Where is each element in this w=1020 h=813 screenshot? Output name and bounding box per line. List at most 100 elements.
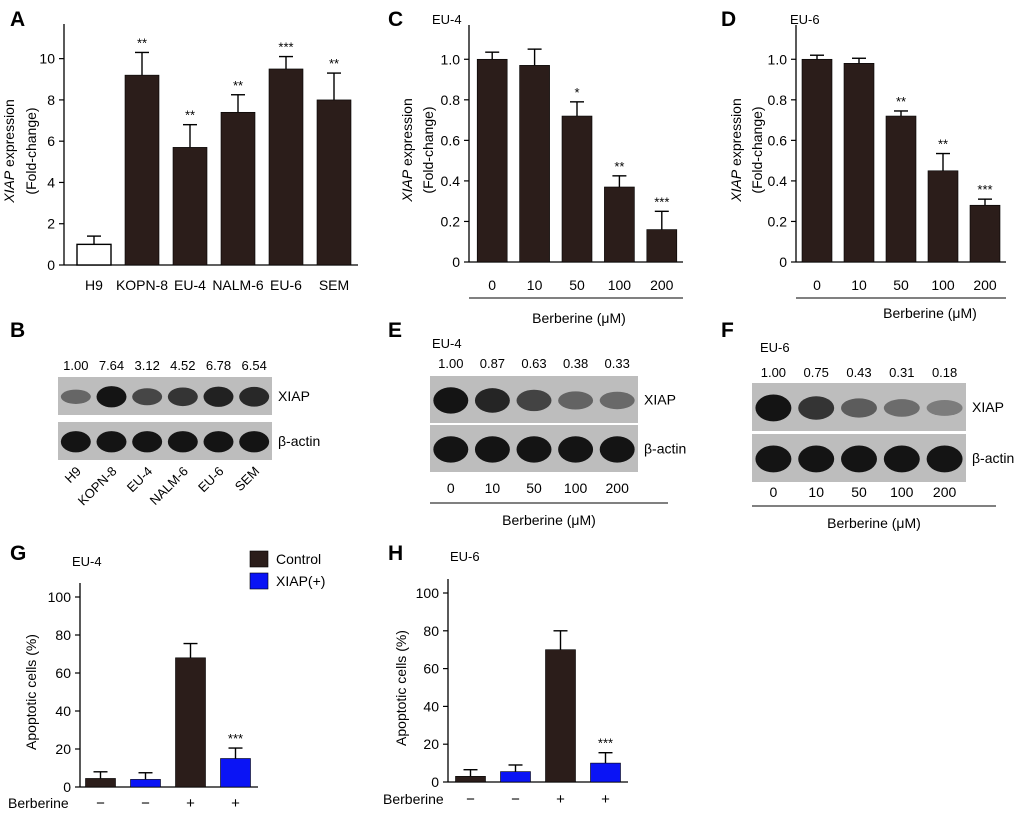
- panel-f-xlabel: Berberine (μM): [827, 515, 921, 531]
- panel-e-band-1-2: [516, 436, 552, 463]
- panel-c-ytick-label-3: 0.6: [441, 132, 461, 148]
- panel-f-lane-label-0: 0: [770, 484, 778, 500]
- panel-a-ytick-label-3: 6: [47, 133, 55, 149]
- panel-d-significance-4: ***: [977, 182, 992, 197]
- panel-g-title: EU-4: [72, 554, 102, 569]
- panel-c-significance-2: *: [574, 85, 579, 100]
- panel-d-category-label-2: 50: [893, 277, 909, 293]
- panel-letter-C: C: [388, 8, 403, 31]
- panel-d-xlabel: Berberine (μM): [883, 305, 977, 321]
- panel-d-category-label-1: 10: [851, 277, 867, 293]
- panel-e-row-label-1: β-actin: [644, 441, 686, 457]
- panel-e-ratio-1: 0.87: [480, 356, 505, 371]
- panel-b-band-1-0: [60, 431, 91, 453]
- panel-letter-D: D: [721, 8, 736, 31]
- panel-d-ytick-label-0: 0: [779, 254, 787, 270]
- panel-g-row-label: Berberine: [8, 795, 69, 811]
- panel-a-bar-4: [268, 68, 304, 266]
- panel-f-lane-label-1: 10: [808, 484, 824, 500]
- panel-d-bar-2: [885, 115, 917, 263]
- panel-b-ratio-5: 6.54: [242, 358, 267, 373]
- panel-c-bar-2: [561, 115, 593, 263]
- panel-b-band-1-1: [96, 431, 127, 453]
- panel-letter-G: G: [10, 542, 26, 565]
- panel-c-ytick-label-2: 0.4: [441, 173, 461, 189]
- panel-g-ytick-label-2: 40: [55, 703, 71, 719]
- panel-b-row-label-1: β-actin: [278, 433, 320, 449]
- panel-d-ylabel: XIAP expression: [728, 98, 744, 203]
- panel-f-band-1-2: [841, 445, 877, 473]
- panel-a-significance-4: ***: [278, 40, 293, 55]
- panel-b-row-label-0: XIAP: [278, 388, 310, 404]
- panel-g-significance-3: ***: [228, 731, 243, 746]
- panel-a-category-label-0: H9: [85, 277, 103, 293]
- panel-h-category-label-3: +: [601, 791, 610, 808]
- panel-e-title: EU-4: [432, 336, 462, 351]
- panel-b-band-0-4: [203, 386, 234, 407]
- panel-b-lane-label-4: EU-6: [195, 464, 227, 496]
- panel-c-title: EU-4: [432, 12, 462, 27]
- panel-b-band-1-3: [167, 431, 198, 453]
- panel-g-ytick-label-0: 0: [63, 779, 71, 795]
- panel-c-category-label-4: 200: [650, 277, 674, 293]
- panel-a-category-label-2: EU-4: [174, 277, 206, 293]
- panel-a-significance-2: **: [185, 108, 195, 123]
- panel-b-membrane-1: [58, 422, 272, 460]
- panel-f-band-1-3: [883, 445, 920, 473]
- panel-g-ylabel: Apoptotic cells (%): [23, 634, 39, 750]
- panel-f-ratio-0: 1.00: [761, 365, 786, 380]
- legend-swatch-0: [249, 550, 269, 568]
- panel-h-ytick-label-2: 40: [423, 698, 439, 714]
- panel-b-lane-label-5: SEM: [232, 464, 263, 495]
- panel-g-category-label-1: −: [141, 795, 150, 812]
- panel-g-category-label-0: −: [96, 795, 105, 812]
- panel-d-significance-2: **: [896, 94, 906, 109]
- panel-letter-E: E: [388, 319, 402, 342]
- panel-d-ytick-label-1: 0.2: [768, 213, 788, 229]
- panel-h-title: EU-6: [450, 549, 480, 564]
- panel-b-band-0-2: [132, 388, 163, 406]
- panel-a-ytick-label-4: 8: [47, 92, 55, 108]
- panel-d-bar-0: [801, 58, 833, 263]
- panel-a-category-label-1: KOPN-8: [116, 277, 168, 293]
- panel-e-band-0-1: [474, 388, 510, 413]
- panel-f-band-1-0: [755, 445, 792, 473]
- panel-e-ratio-4: 0.33: [605, 356, 630, 371]
- panel-d-category-label-0: 0: [813, 277, 821, 293]
- panel-d-ytick-label-3: 0.6: [768, 132, 788, 148]
- panel-c-category-label-0: 0: [488, 277, 496, 293]
- panel-a-category-label-3: NALM-6: [212, 277, 264, 293]
- panel-g-category-label-2: +: [186, 795, 195, 812]
- panel-b-ratio-3: 4.52: [170, 358, 195, 373]
- panel-c-significance-3: **: [614, 159, 624, 174]
- panel-d-title: EU-6: [790, 12, 820, 27]
- panel-a-significance-1: **: [137, 35, 147, 50]
- panel-c-category-label-1: 10: [527, 277, 543, 293]
- panel-a-ytick-label-1: 2: [47, 216, 55, 232]
- panel-a-bar-3: [220, 111, 256, 266]
- panel-g-bar-2: [175, 657, 206, 788]
- panel-g-ytick-label-1: 20: [55, 741, 71, 757]
- panel-a-bar-5: [316, 99, 352, 266]
- panel-f-row-label-0: XIAP: [972, 399, 1004, 415]
- panel-c-bar-3: [604, 186, 635, 263]
- panel-b-band-0-0: [60, 389, 91, 404]
- panel-f-band-0-2: [841, 398, 877, 418]
- panel-e-band-1-1: [474, 436, 510, 463]
- panel-a-ytick-label-2: 4: [47, 174, 55, 190]
- panel-h-bar-1: [500, 771, 531, 783]
- panel-b-band-0-5: [239, 386, 270, 407]
- panel-e-xlabel: Berberine (μM): [502, 512, 596, 528]
- panel-letter-F: F: [721, 319, 734, 342]
- panel-b-lane-label-2: EU-4: [124, 464, 156, 496]
- panel-a-category-label-4: EU-6: [270, 277, 302, 293]
- panel-letter-A: A: [10, 8, 25, 31]
- panel-b-lane-label-1: KOPN-8: [75, 464, 120, 509]
- panel-d-significance-3: **: [938, 137, 948, 152]
- panel-c-bar-1: [519, 65, 550, 263]
- panel-e-lane-label-0: 0: [447, 480, 455, 496]
- panel-h-bar-3: [590, 762, 621, 783]
- panel-c-ytick-label-0: 0: [452, 254, 460, 270]
